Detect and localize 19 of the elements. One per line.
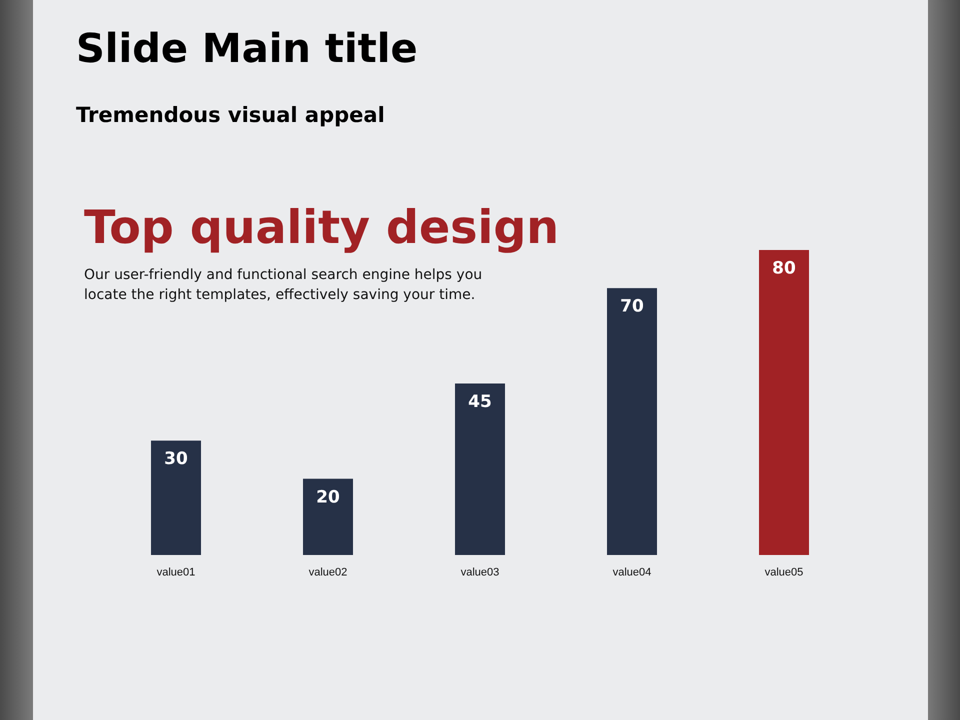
bar [455,383,505,555]
data-label: 20 [316,487,340,508]
x-tick-label: value04 [612,566,652,578]
data-label: 80 [772,258,796,278]
bar [303,478,353,555]
bar [759,250,809,555]
x-tick-label: value01 [156,566,196,578]
bar [151,440,201,555]
x-tick-label: value02 [308,566,348,578]
data-label: 70 [620,296,644,317]
x-tick-label: value05 [764,566,804,578]
chart-title: Slide Main title [76,26,418,72]
bar [607,288,657,555]
data-label: 45 [468,392,492,412]
chart-subtitle: Tremendous visual appeal [76,103,385,127]
annotation: Top quality design [84,200,560,254]
data-label: 30 [164,449,188,470]
annotation: Our user-friendly and functional search engine helps you locate the right templates, effectively saving your time. [84,266,484,305]
x-tick-label: value03 [460,566,500,578]
